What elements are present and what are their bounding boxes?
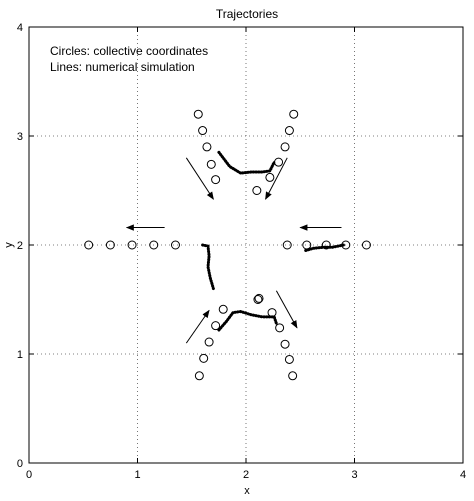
- collective-coordinate-point: [253, 295, 263, 304]
- collective-coordinate-point: [149, 240, 159, 250]
- collective-coordinate-point: [252, 186, 262, 195]
- direction-arrow: [265, 157, 288, 200]
- simulation-trajectory-core: [217, 310, 278, 332]
- x-tick-label: 2: [243, 469, 249, 481]
- x-axis-label: x: [244, 485, 250, 496]
- data-layer: [84, 109, 371, 381]
- collective-coordinate-point: [280, 339, 290, 349]
- collective-coordinate-point: [254, 293, 264, 303]
- collective-coordinate-point: [284, 354, 294, 364]
- collective-coordinate-point: [211, 321, 221, 331]
- y-tick-label: 0: [17, 458, 23, 470]
- direction-arrow: [185, 309, 210, 344]
- collective-coordinate-point: [198, 126, 208, 136]
- collective-coordinate-point: [321, 240, 331, 250]
- simulation-trajectory-core: [201, 243, 215, 290]
- y-axis-label: y: [3, 242, 15, 248]
- collective-coordinate-point: [84, 240, 94, 250]
- collective-coordinate-point: [206, 159, 216, 169]
- collective-coordinate-point: [284, 126, 294, 136]
- x-tick-label: 3: [351, 469, 357, 481]
- simulation-trajectory-core: [304, 243, 345, 252]
- collective-coordinate-point: [194, 371, 204, 381]
- collective-coordinate-point: [211, 175, 221, 185]
- direction-arrow: [185, 157, 214, 200]
- collective-coordinate-point: [204, 337, 214, 347]
- collective-coordinate-point: [199, 353, 209, 363]
- annotation-lines: Lines: numerical simulation: [50, 60, 195, 74]
- collective-coordinate-point: [193, 109, 203, 119]
- x-tick-label: 1: [134, 469, 140, 481]
- collective-coordinate-point: [105, 240, 115, 250]
- y-tick-label: 3: [17, 131, 23, 143]
- collective-coordinate-point: [289, 109, 299, 119]
- collective-coordinate-point: [127, 240, 137, 250]
- chart-title: Trajectories: [216, 7, 278, 21]
- collective-coordinate-point: [282, 240, 292, 250]
- simulation-trajectory-core: [217, 151, 276, 175]
- x-tick-label: 0: [26, 469, 32, 481]
- x-tick-label: 4: [460, 469, 466, 481]
- y-tick-label: 2: [17, 240, 23, 252]
- collective-coordinate-point: [361, 240, 371, 250]
- collective-coordinate-point: [288, 371, 298, 381]
- collective-coordinate-point: [218, 304, 228, 314]
- y-tick-label: 4: [17, 22, 23, 34]
- collective-coordinate-point: [280, 142, 290, 152]
- annotation-circles: Circles: collective coordinates: [50, 44, 208, 58]
- collective-coordinate-point: [265, 172, 275, 182]
- collective-coordinate-point: [275, 323, 285, 333]
- collective-coordinate-point: [170, 240, 180, 250]
- collective-coordinate-point: [202, 142, 212, 152]
- grid-lines: [29, 27, 463, 463]
- axis-ticks: 0 1 2 3 4 0 1 2 3 4: [17, 22, 466, 481]
- y-tick-label: 1: [17, 349, 23, 361]
- direction-arrow: [275, 290, 298, 329]
